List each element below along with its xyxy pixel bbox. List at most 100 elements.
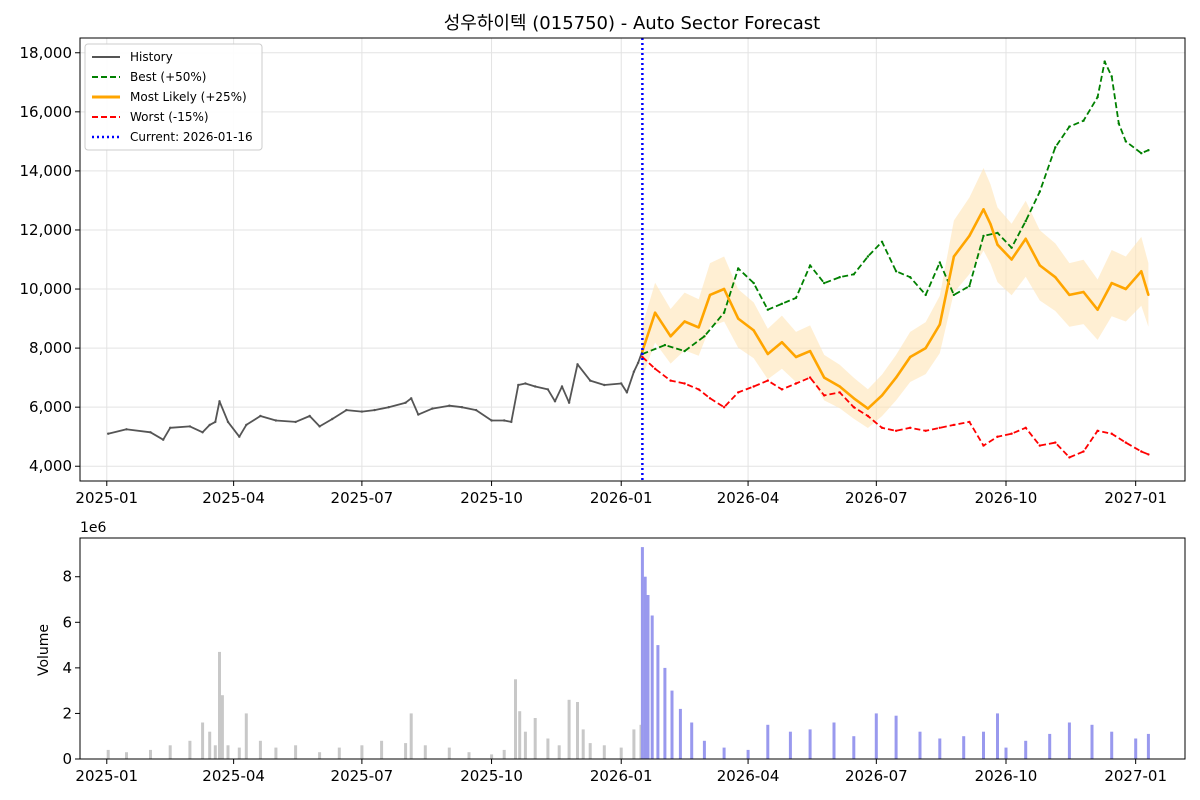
volume-x-tick-label: 2026-01 xyxy=(590,767,653,785)
volume-bar-history xyxy=(201,722,205,759)
history-point xyxy=(208,423,211,427)
most-likely-point xyxy=(982,208,985,211)
price-y-tick-label: 8,000 xyxy=(29,339,72,357)
most-likely-point xyxy=(794,355,798,359)
volume-bar-forecast xyxy=(678,708,682,759)
most-likely-point xyxy=(766,352,769,356)
volume-bar-forecast xyxy=(670,690,674,759)
volume-bar-forecast xyxy=(894,715,898,759)
best-case-point xyxy=(909,276,912,279)
worst-case-point xyxy=(737,391,740,394)
worst-case-point xyxy=(1082,450,1085,453)
legend-label-history: History xyxy=(130,50,173,64)
history-point xyxy=(510,420,513,424)
volume-bar-history xyxy=(632,729,636,759)
legend-box xyxy=(84,43,263,151)
most-likely-point xyxy=(1082,290,1085,294)
worst-case-point xyxy=(866,414,870,418)
volume-y-tick-label: 0 xyxy=(62,750,72,768)
most-likely-point xyxy=(1096,308,1099,311)
volume-bar-forecast xyxy=(874,713,878,759)
history-point xyxy=(553,400,557,403)
worst-case-point xyxy=(1124,441,1128,444)
volume-bar-history xyxy=(602,745,606,759)
most-likely-point xyxy=(909,355,912,359)
best-case-point xyxy=(722,311,726,314)
volume-bar-forecast xyxy=(746,749,750,759)
volume-bar-history xyxy=(149,749,152,759)
most-likely-point xyxy=(1068,293,1071,297)
price-x-tick-label: 2025-04 xyxy=(202,489,265,507)
chart-title: 성우하이텍 (015750) - Auto Sector Forecast xyxy=(444,13,821,34)
volume-bar-history xyxy=(220,695,224,759)
volume-plot-frame xyxy=(79,537,1186,760)
volume-bar-forecast xyxy=(996,713,999,759)
volume-bar-history xyxy=(337,747,341,759)
most-likely-band-area xyxy=(642,168,1149,428)
volume-x-tick-label: 2026-04 xyxy=(717,767,780,785)
volume-x-tick-label: 2025-07 xyxy=(331,767,394,785)
most-likely-point xyxy=(683,320,686,323)
most-likely-point xyxy=(880,394,884,397)
volume-x-tick-label: 2025-04 xyxy=(202,767,265,785)
volume-bar-history xyxy=(502,749,506,759)
volume-bar-history xyxy=(380,740,384,759)
worst-case-point xyxy=(1024,426,1027,429)
price-legend: History Best (+50%) Most Likely (+25%) W… xyxy=(84,43,263,151)
most-likely-point xyxy=(1140,270,1143,273)
volume-y-tick-label: 2 xyxy=(62,704,72,722)
price-x-tick-label: 2027-01 xyxy=(1104,489,1167,507)
volume-bar-history xyxy=(360,745,364,759)
most-likely-point xyxy=(838,385,841,388)
volume-bar-history xyxy=(619,747,623,759)
most-likely-point xyxy=(996,243,999,246)
most-likely-point xyxy=(952,255,956,258)
worst-case-point xyxy=(924,429,927,432)
volume-bar-forecast xyxy=(938,738,942,759)
volume-bar-history xyxy=(576,702,579,759)
volume-bar-history xyxy=(514,679,517,759)
history-point xyxy=(169,426,172,429)
most-likely-point xyxy=(708,293,712,297)
worst-case-point xyxy=(808,376,812,379)
best-case-point xyxy=(982,234,985,238)
volume-bar-forecast xyxy=(643,576,647,759)
history-point xyxy=(259,414,262,418)
volume-bar-history xyxy=(244,713,248,759)
best-case-point xyxy=(1054,146,1057,149)
history-point xyxy=(524,382,527,385)
price-y-tick-label: 18,000 xyxy=(20,44,73,62)
most-likely-point xyxy=(924,346,927,350)
worst-case-point xyxy=(982,444,985,447)
price-plot-frame xyxy=(79,37,1186,482)
most-likely-point xyxy=(669,335,672,338)
volume-bar-history xyxy=(237,747,241,759)
history-point xyxy=(214,420,217,424)
volume-bar-forecast xyxy=(852,736,856,759)
history-point xyxy=(490,419,493,422)
legend-label-most-likely: Most Likely (+25%) xyxy=(130,90,247,104)
history-point xyxy=(226,420,230,424)
volume-bar-forecast xyxy=(640,547,644,759)
price-y-tick-label: 14,000 xyxy=(20,162,73,180)
history-point xyxy=(431,407,434,410)
volume-bar-history xyxy=(106,749,110,759)
price-y-tick-label: 16,000 xyxy=(20,103,73,121)
worst-case-point xyxy=(722,406,726,409)
most-likely-point xyxy=(894,376,898,379)
worst-case-point xyxy=(1096,429,1099,432)
volume-bar-forecast xyxy=(832,722,836,759)
most-likely-point xyxy=(780,341,784,344)
best-case-point xyxy=(780,302,784,305)
volume-bar-history xyxy=(490,754,494,759)
most-likely-point xyxy=(989,222,992,226)
volume-y-tick-label: 6 xyxy=(62,613,72,631)
volume-bar-forecast xyxy=(1067,722,1071,759)
most-likely-point xyxy=(1024,237,1027,240)
price-x-tick-label: 2026-10 xyxy=(975,489,1038,507)
worst-case-point xyxy=(697,388,700,391)
most-likely-point xyxy=(808,349,812,353)
best-case-point xyxy=(996,231,999,235)
price-y-tick-label: 4,000 xyxy=(29,457,72,475)
